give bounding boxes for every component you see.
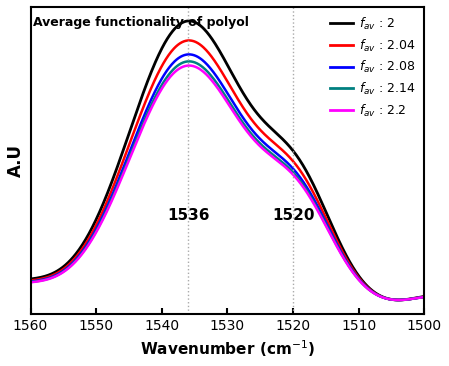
Text: 1520: 1520 [272, 208, 314, 223]
Text: Average functionality of polyol: Average functionality of polyol [33, 16, 249, 29]
Text: 1536: 1536 [167, 208, 209, 223]
X-axis label: Wavenumber (cm$^{-1}$): Wavenumber (cm$^{-1}$) [140, 338, 315, 359]
Y-axis label: A.U: A.U [7, 144, 25, 177]
Legend: $f_{av}$ : 2, $f_{av}$ : 2.04, $f_{av}$ : 2.08, $f_{av}$ : 2.14, $f_{av}$ : 2.2: $f_{av}$ : 2, $f_{av}$ : 2.04, $f_{av}$ … [328, 13, 418, 121]
